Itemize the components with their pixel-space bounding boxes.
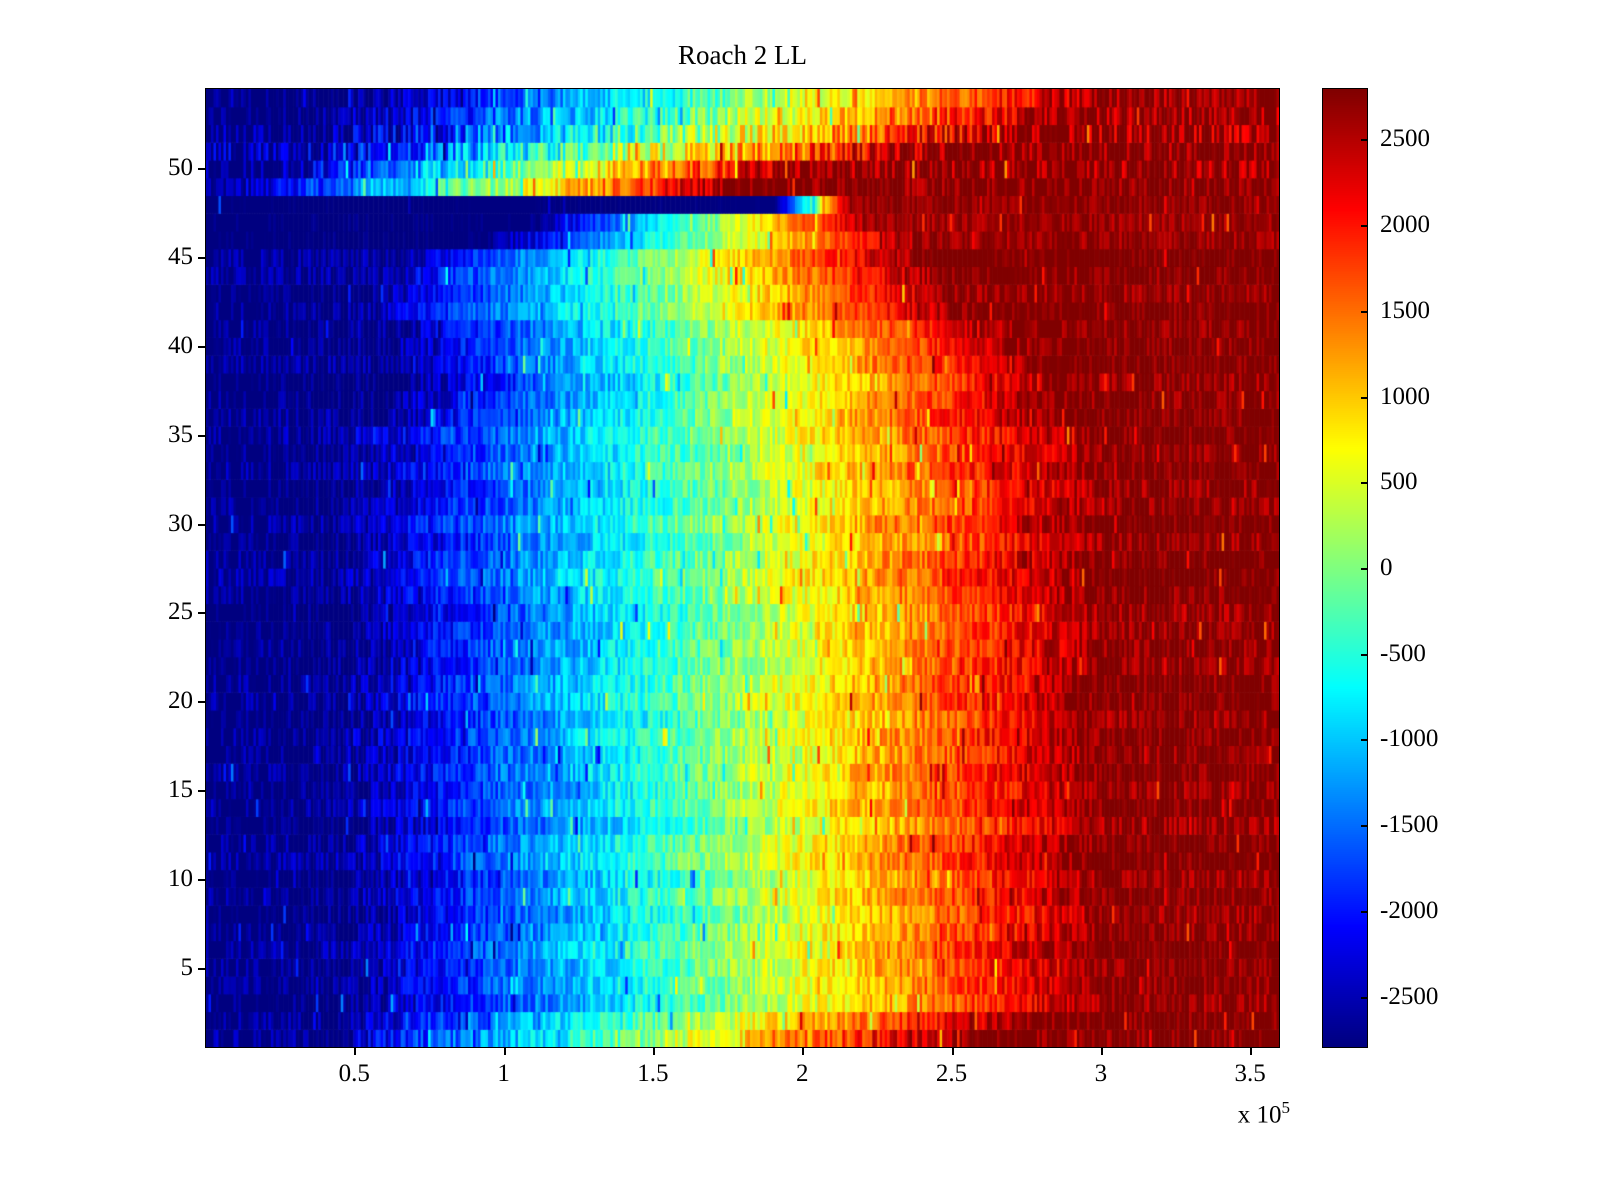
x-tick-label: 3.5 bbox=[1234, 1060, 1266, 1087]
y-tick-label: 35 bbox=[168, 420, 193, 448]
y-tick-mark bbox=[198, 790, 205, 793]
x-axis-exponent-power: 5 bbox=[1281, 1098, 1291, 1117]
colorbar-tick-label: 1000 bbox=[1380, 382, 1430, 410]
x-tick-mark bbox=[652, 1048, 655, 1055]
colorbar-tick-mark bbox=[1361, 996, 1367, 999]
colorbar-tick-label: 2500 bbox=[1380, 125, 1430, 153]
x-tick-label: 1 bbox=[497, 1060, 510, 1087]
y-tick-mark bbox=[198, 879, 205, 882]
colorbar-tick-label: 2000 bbox=[1380, 211, 1430, 239]
heatmap-plot bbox=[205, 88, 1280, 1048]
colorbar-tick-mark bbox=[1361, 653, 1367, 656]
colorbar-tick-mark bbox=[1361, 482, 1367, 485]
colorbar-tick-mark bbox=[1361, 225, 1367, 228]
y-tick-mark bbox=[198, 968, 205, 970]
x-tick-mark bbox=[503, 1048, 506, 1055]
colorbar-tick-label: -1000 bbox=[1380, 725, 1439, 753]
y-tick-mark bbox=[198, 168, 205, 170]
colorbar-tick-mark bbox=[1361, 568, 1367, 570]
colorbar-tick-mark bbox=[1361, 310, 1367, 313]
y-tick-mark bbox=[198, 256, 205, 259]
y-tick-mark bbox=[198, 701, 205, 704]
colorbar-tick-label: -500 bbox=[1380, 639, 1426, 667]
x-tick-mark bbox=[802, 1048, 805, 1055]
colorbar-tick-label: 1500 bbox=[1380, 296, 1430, 324]
y-tick-label: 10 bbox=[168, 865, 193, 893]
y-tick-label: 45 bbox=[168, 242, 193, 270]
x-tick-label: 1.5 bbox=[637, 1060, 669, 1087]
x-tick-label: 2.5 bbox=[935, 1060, 968, 1087]
colorbar-tick-label: -2000 bbox=[1380, 896, 1439, 924]
colorbar-canvas bbox=[1323, 89, 1367, 1047]
colorbar-tick-label: 500 bbox=[1380, 468, 1418, 496]
x-axis-exponent-base: x 10 bbox=[1237, 1101, 1282, 1129]
colorbar-tick-mark bbox=[1361, 739, 1367, 742]
colorbar-tick-label: -1500 bbox=[1380, 811, 1439, 839]
y-tick-mark bbox=[198, 523, 205, 526]
heatmap-canvas bbox=[206, 89, 1279, 1047]
colorbar-tick-mark bbox=[1361, 139, 1367, 142]
colorbar-tick-label: 0 bbox=[1380, 554, 1393, 581]
y-tick-label: 5 bbox=[180, 954, 194, 981]
y-tick-label: 20 bbox=[168, 687, 193, 715]
y-tick-label: 30 bbox=[168, 509, 193, 537]
colorbar-tick-label: -2500 bbox=[1380, 982, 1439, 1010]
colorbar-tick-mark bbox=[1361, 825, 1367, 828]
x-tick-mark bbox=[1250, 1048, 1253, 1055]
x-tick-label: 2 bbox=[795, 1060, 809, 1087]
y-tick-mark bbox=[198, 612, 205, 615]
x-tick-mark bbox=[951, 1048, 954, 1055]
y-tick-label: 25 bbox=[168, 598, 193, 626]
x-tick-mark bbox=[1100, 1048, 1103, 1055]
colorbar-tick-mark bbox=[1361, 396, 1367, 399]
x-tick-label: 3 bbox=[1094, 1060, 1108, 1087]
chart-title: Roach 2 LL bbox=[678, 40, 807, 70]
y-tick-label: 15 bbox=[168, 776, 193, 804]
x-axis-exponent-label: x 105 bbox=[1180, 1098, 1290, 1129]
y-tick-label: 50 bbox=[168, 154, 193, 181]
x-tick-mark bbox=[354, 1048, 357, 1055]
y-tick-mark bbox=[198, 434, 205, 437]
colorbar-tick-mark bbox=[1361, 910, 1367, 913]
y-tick-label: 40 bbox=[168, 331, 193, 359]
y-tick-mark bbox=[198, 345, 205, 348]
colorbar bbox=[1322, 88, 1368, 1048]
x-tick-label: 0.5 bbox=[338, 1060, 370, 1087]
